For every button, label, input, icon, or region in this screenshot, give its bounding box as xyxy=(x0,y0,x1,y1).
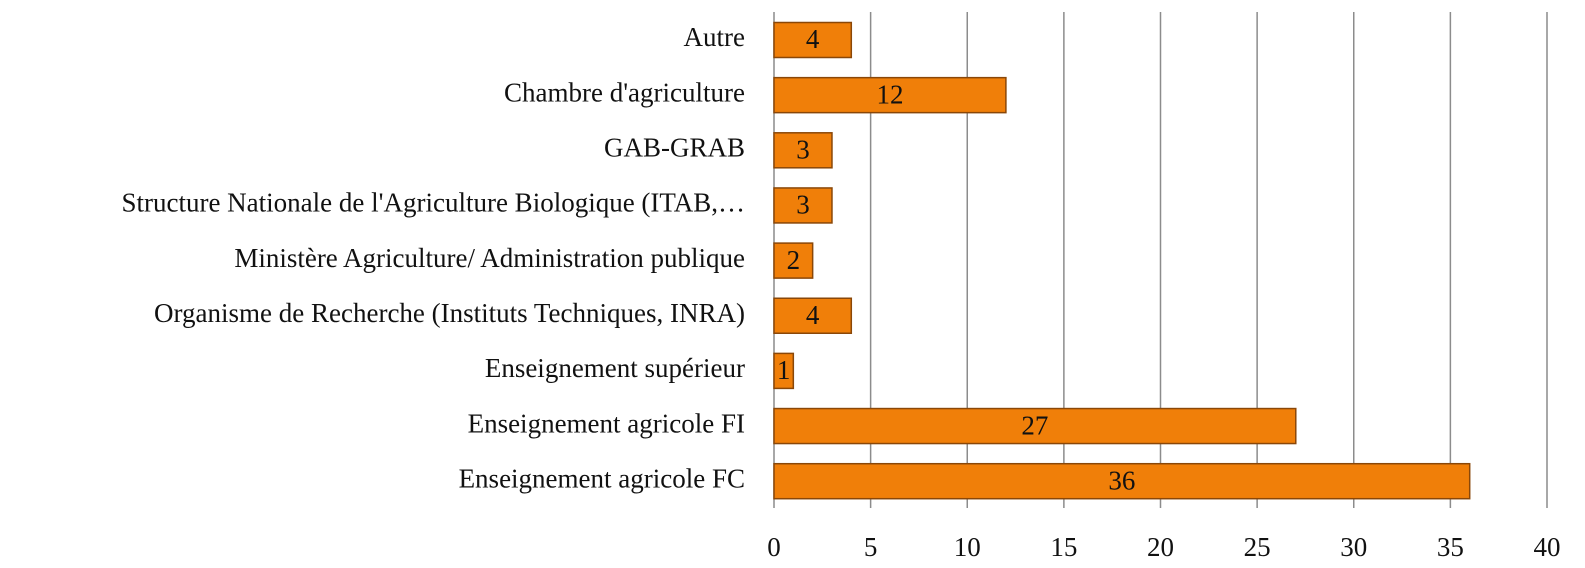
bar xyxy=(773,187,833,224)
data-label: 4 xyxy=(806,300,820,330)
data-label: 2 xyxy=(787,245,801,275)
x-tick-label: 0 xyxy=(767,532,781,562)
x-tick-label: 30 xyxy=(1340,532,1367,562)
y-tick-label: Ministère Agriculture/ Administration pu… xyxy=(234,243,745,273)
data-label: 12 xyxy=(876,79,903,109)
x-tick-label: 15 xyxy=(1050,532,1077,562)
bar xyxy=(773,76,1007,114)
data-label: 3 xyxy=(796,190,810,220)
data-label: 27 xyxy=(1021,410,1048,440)
data-label: 4 xyxy=(806,24,820,54)
data-label: 1 xyxy=(777,355,791,385)
bar xyxy=(773,132,833,169)
y-tick-label: Enseignement agricole FI xyxy=(468,408,745,438)
x-tick-label: 10 xyxy=(954,532,981,562)
x-tick-label: 5 xyxy=(864,532,878,562)
y-tick-label: Enseignement agricole FC xyxy=(459,463,745,493)
data-label: 3 xyxy=(796,135,810,165)
bar xyxy=(773,242,814,279)
y-tick-label: Structure Nationale de l'Agriculture Bio… xyxy=(121,188,745,218)
bar xyxy=(773,407,1297,445)
y-tick-label: Enseignement supérieur xyxy=(485,353,745,383)
data-label: 36 xyxy=(1108,465,1135,495)
bar xyxy=(773,462,1471,500)
x-tick-label: 20 xyxy=(1147,532,1174,562)
x-tick-label: 25 xyxy=(1244,532,1271,562)
y-tick-label: GAB-GRAB xyxy=(604,133,745,163)
y-tick-label: Organisme de Recherche (Instituts Techni… xyxy=(154,298,745,328)
bar xyxy=(773,352,795,390)
y-tick-label: Chambre d'agriculture xyxy=(504,77,745,107)
x-tick-label: 35 xyxy=(1437,532,1464,562)
bar xyxy=(773,21,853,59)
bar xyxy=(773,297,853,334)
x-tick-label: 40 xyxy=(1534,532,1561,562)
y-tick-label: Autre xyxy=(684,22,745,52)
